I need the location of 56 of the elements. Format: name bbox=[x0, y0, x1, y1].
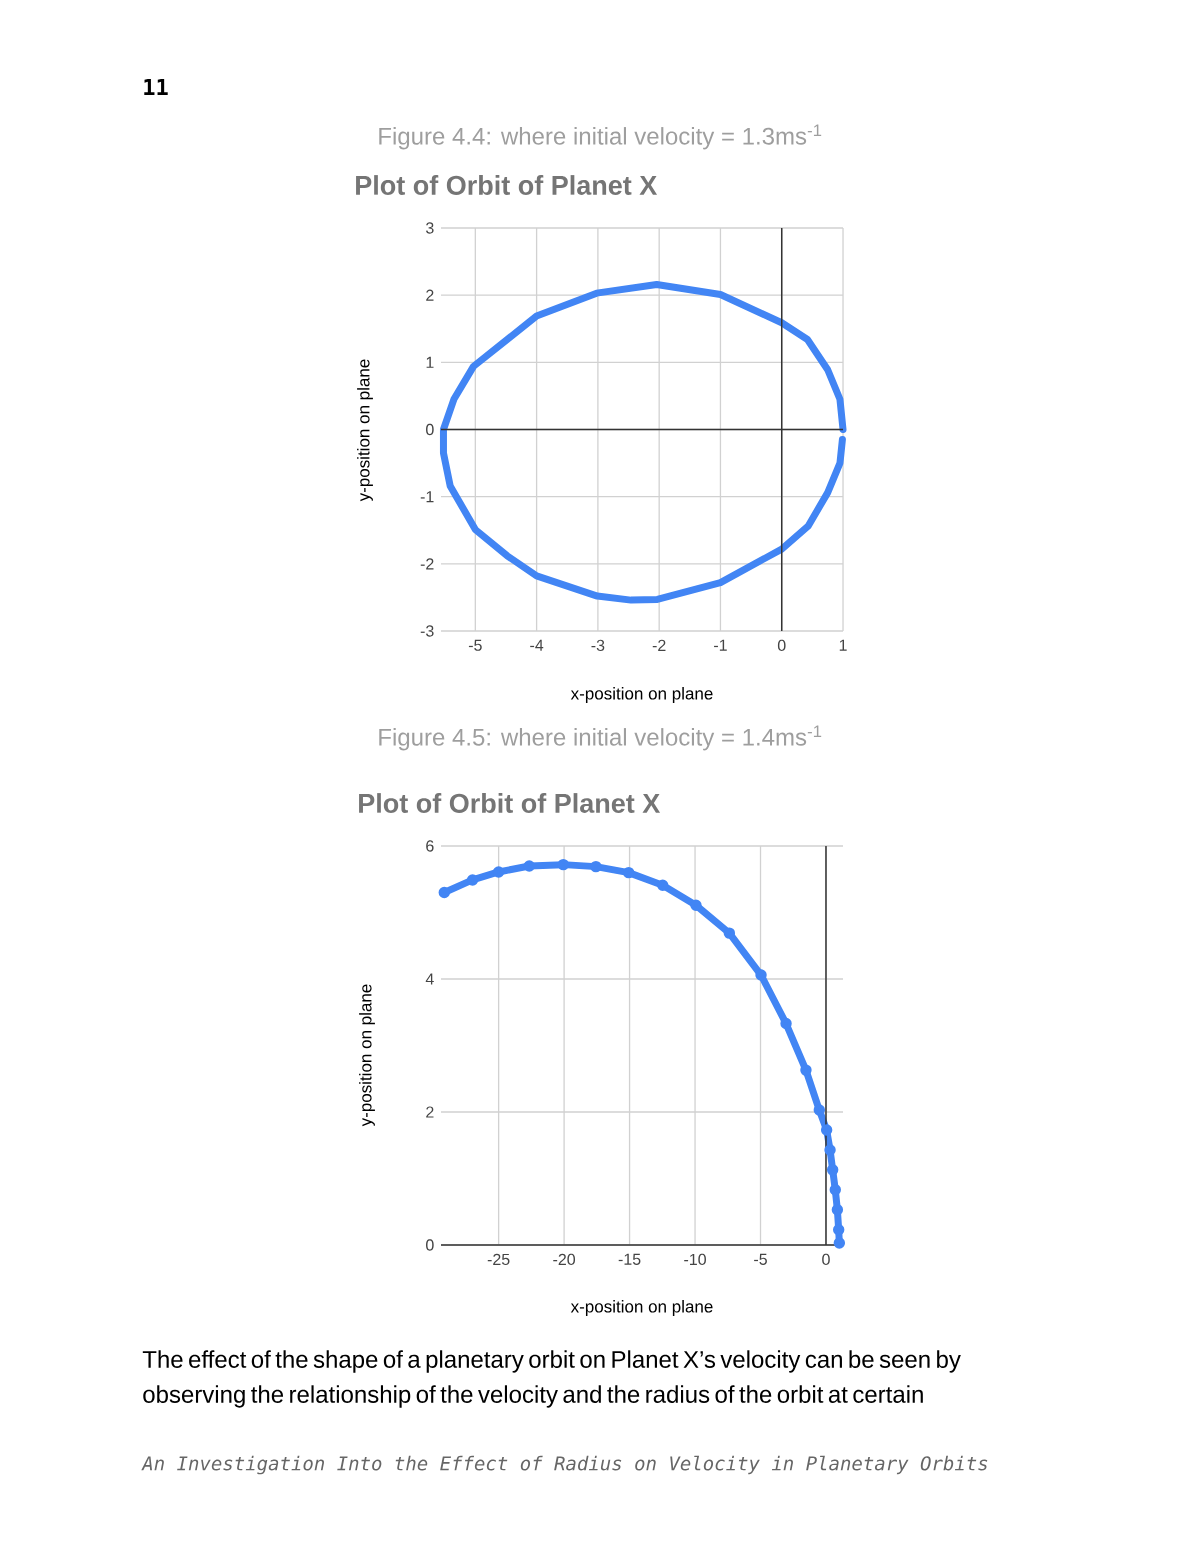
y-tick-label: -3 bbox=[420, 625, 434, 637]
y-axis-title: y-position on plane bbox=[357, 359, 373, 502]
point bbox=[557, 858, 570, 871]
point bbox=[800, 1064, 812, 1076]
y-tick-label: 3 bbox=[426, 222, 434, 234]
x-tick-label: -3 bbox=[591, 639, 605, 652]
x-tick-label: 0 bbox=[777, 639, 786, 652]
y-tick-label: 2 bbox=[426, 1106, 434, 1118]
x-axis-title: x-position on plane bbox=[570, 1300, 713, 1316]
point bbox=[824, 1144, 836, 1156]
chart-title: Plot of Orbit of Planet X bbox=[359, 793, 661, 813]
x-tick-label: -15 bbox=[618, 1253, 641, 1265]
x-tick-label: -10 bbox=[684, 1253, 706, 1266]
y-tick-label: 2 bbox=[426, 289, 434, 301]
x-tick-label: -4 bbox=[530, 639, 544, 651]
y-tick-label: 4 bbox=[425, 973, 434, 985]
y-axis-title: y-position on plane bbox=[359, 984, 375, 1127]
chart-title: Plot of Orbit of Planet X bbox=[356, 175, 658, 195]
y-tick-label: 1 bbox=[426, 356, 434, 368]
text: 11 bbox=[144, 78, 168, 96]
y-tick-label: -1 bbox=[420, 491, 434, 503]
caption: Figure 4.4: where initial velocity = 1.3ms$^{-1}$ bbox=[379, 124, 822, 150]
point bbox=[826, 1164, 839, 1176]
x-tick-label: -20 bbox=[553, 1253, 576, 1266]
y-tick-label: 6 bbox=[426, 840, 434, 852]
point bbox=[755, 969, 767, 981]
x-tick-label: -25 bbox=[487, 1253, 510, 1266]
point bbox=[813, 1104, 826, 1116]
point bbox=[523, 860, 535, 872]
x-axis-title: x-position on plane bbox=[570, 687, 713, 703]
caption: Figure 4.5: where initial velocity = 1.4ms$^{-1}$ bbox=[379, 725, 822, 751]
point bbox=[829, 1184, 841, 1196]
point bbox=[831, 1204, 844, 1216]
point bbox=[622, 866, 635, 879]
point bbox=[466, 874, 479, 886]
point bbox=[820, 1124, 833, 1136]
y-tick-label: 0 bbox=[426, 423, 434, 436]
y-tick-label: 0 bbox=[426, 1239, 434, 1251]
point bbox=[832, 1224, 845, 1236]
point bbox=[833, 1237, 846, 1249]
x-tick-label: -5 bbox=[754, 1253, 767, 1265]
y-tick-label: -2 bbox=[420, 558, 434, 570]
x-tick-label: 0 bbox=[822, 1253, 830, 1266]
point bbox=[690, 899, 702, 911]
point bbox=[723, 927, 736, 939]
point bbox=[657, 879, 669, 891]
point bbox=[438, 886, 450, 899]
x-tick-label: -2 bbox=[652, 639, 666, 651]
point bbox=[590, 860, 602, 873]
x-tick-label: -5 bbox=[468, 639, 482, 651]
point bbox=[492, 866, 505, 878]
text: An Investigation Into the Effect of Radius on Velocity in Planetary Orbits bbox=[141, 1455, 988, 1475]
x-tick-label: -1 bbox=[714, 639, 727, 651]
text: The effect of the shape of a planetary orbit on Planet X’s velocity can be seen by observing the relationship of the velocity and the radius of the orbit at certain bbox=[142, 1350, 961, 1408]
x-tick-label: 1 bbox=[839, 639, 847, 651]
point bbox=[780, 1017, 792, 1030]
